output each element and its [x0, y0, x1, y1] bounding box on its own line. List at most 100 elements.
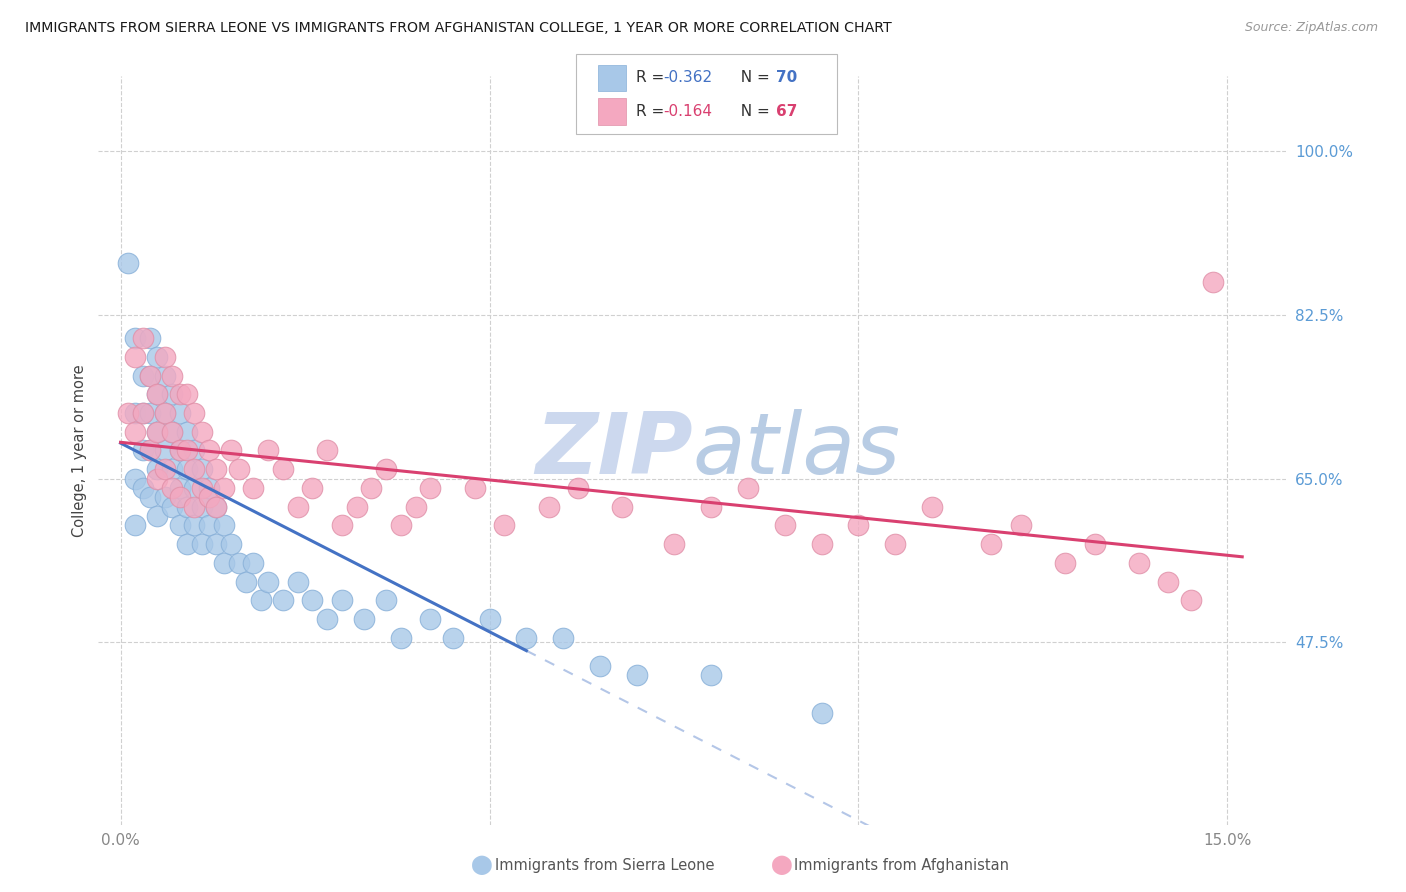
Y-axis label: College, 1 year or more: College, 1 year or more: [72, 364, 87, 537]
Point: [389, 631, 412, 645]
Point: [249, 593, 271, 607]
Point: [183, 406, 205, 420]
Point: [1157, 574, 1180, 589]
Point: [176, 462, 198, 476]
Text: Source: ZipAtlas.com: Source: ZipAtlas.com: [1244, 21, 1378, 35]
Point: [124, 518, 146, 533]
Point: [146, 471, 169, 485]
Text: IMMIGRANTS FROM SIERRA LEONE VS IMMIGRANTS FROM AFGHANISTAN COLLEGE, 1 YEAR OR M: IMMIGRANTS FROM SIERRA LEONE VS IMMIGRAN…: [25, 21, 891, 36]
Point: [612, 500, 634, 514]
Point: [316, 612, 339, 626]
Point: [139, 490, 162, 504]
Point: [183, 443, 205, 458]
Point: [567, 481, 589, 495]
Text: atlas: atlas: [692, 409, 900, 492]
Point: [921, 500, 943, 514]
Point: [494, 518, 516, 533]
Point: [153, 406, 176, 420]
Point: [169, 481, 191, 495]
Point: [301, 481, 323, 495]
Point: [131, 331, 153, 345]
Point: [375, 593, 398, 607]
Point: [810, 706, 832, 720]
Point: [160, 387, 183, 401]
Point: [301, 593, 323, 607]
Point: [153, 443, 176, 458]
Point: [478, 612, 501, 626]
Point: [160, 462, 183, 476]
Point: [980, 537, 1002, 551]
Point: [1202, 275, 1225, 289]
Point: [205, 500, 228, 514]
Point: [176, 425, 198, 439]
Point: [146, 350, 169, 364]
Point: [464, 481, 486, 495]
Point: [330, 593, 353, 607]
Point: [360, 481, 382, 495]
Point: [176, 443, 198, 458]
Point: [219, 443, 242, 458]
Point: [346, 500, 368, 514]
Point: [389, 518, 412, 533]
Point: [169, 443, 191, 458]
Point: [176, 500, 198, 514]
Point: [737, 481, 759, 495]
Text: 67: 67: [776, 104, 797, 119]
Point: [124, 350, 146, 364]
Point: [153, 406, 176, 420]
Point: [153, 490, 176, 504]
Point: [198, 443, 221, 458]
Point: [131, 406, 153, 420]
Point: [153, 350, 176, 364]
Point: [190, 462, 212, 476]
Point: [235, 574, 257, 589]
Point: [153, 368, 176, 383]
Point: [316, 443, 339, 458]
Point: [810, 537, 832, 551]
Point: [117, 256, 139, 270]
Text: ZIP: ZIP: [534, 409, 692, 492]
Text: -0.362: -0.362: [664, 70, 713, 86]
Point: [146, 462, 169, 476]
Point: [287, 500, 309, 514]
Point: [124, 425, 146, 439]
Point: [212, 556, 235, 570]
Point: [139, 406, 162, 420]
Point: [219, 537, 242, 551]
Point: [662, 537, 685, 551]
Point: [419, 481, 441, 495]
Point: [139, 368, 162, 383]
Text: R =: R =: [636, 104, 669, 119]
Point: [124, 471, 146, 485]
Text: ⬤: ⬤: [770, 855, 793, 875]
Text: -0.164: -0.164: [664, 104, 713, 119]
Point: [626, 668, 648, 682]
Point: [773, 518, 796, 533]
Point: [190, 425, 212, 439]
Point: [160, 481, 183, 495]
Point: [353, 612, 375, 626]
Point: [139, 443, 162, 458]
Point: [537, 500, 560, 514]
Point: [198, 518, 221, 533]
Point: [1010, 518, 1032, 533]
Text: Immigrants from Sierra Leone: Immigrants from Sierra Leone: [495, 858, 714, 872]
Point: [848, 518, 870, 533]
Point: [212, 518, 235, 533]
Point: [553, 631, 575, 645]
Point: [160, 500, 183, 514]
Point: [183, 462, 205, 476]
Point: [198, 481, 221, 495]
Point: [190, 500, 212, 514]
Point: [124, 331, 146, 345]
Point: [139, 331, 162, 345]
Point: [419, 612, 441, 626]
Text: N =: N =: [731, 70, 775, 86]
Point: [271, 462, 294, 476]
Point: [330, 518, 353, 533]
Point: [205, 500, 228, 514]
Point: [131, 481, 153, 495]
Point: [169, 490, 191, 504]
Point: [1180, 593, 1202, 607]
Point: [700, 500, 723, 514]
